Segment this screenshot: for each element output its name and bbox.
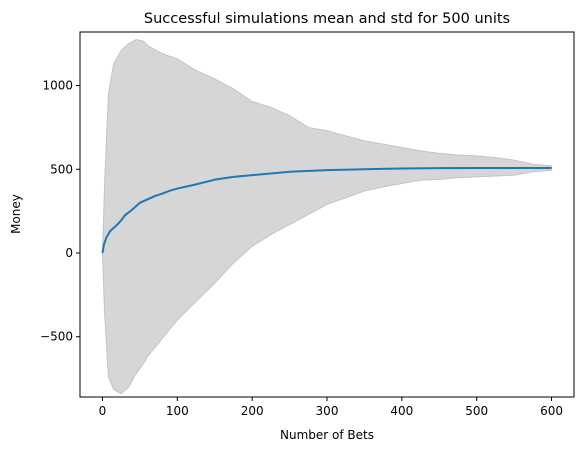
std-band-layer: [101, 39, 553, 395]
y-tick-label: 1000: [42, 79, 73, 93]
x-tick-label: 500: [465, 404, 488, 418]
x-axis-label: Number of Bets: [280, 428, 374, 442]
x-tick-label: 300: [316, 404, 339, 418]
y-tick-label: 500: [50, 162, 73, 176]
chart-title: Successful simulations mean and std for …: [144, 11, 510, 27]
y-tick-label: −500: [40, 330, 73, 344]
x-tick-label: 0: [99, 404, 107, 418]
x-tick-label: 400: [390, 404, 413, 418]
std-band: [101, 39, 553, 395]
x-tick-label: 600: [540, 404, 563, 418]
mean-line: [101, 166, 552, 254]
x-tick-label: 200: [241, 404, 264, 418]
y-axis-ticks: −500 0 500 1000: [40, 79, 80, 344]
x-tick-label: 100: [166, 404, 189, 418]
y-tick-label: 0: [65, 246, 73, 260]
x-axis-ticks: 0 100 200 300 400 500 600: [99, 397, 563, 418]
mean-line-layer: [101, 166, 552, 254]
y-axis-label: Money: [9, 194, 23, 234]
